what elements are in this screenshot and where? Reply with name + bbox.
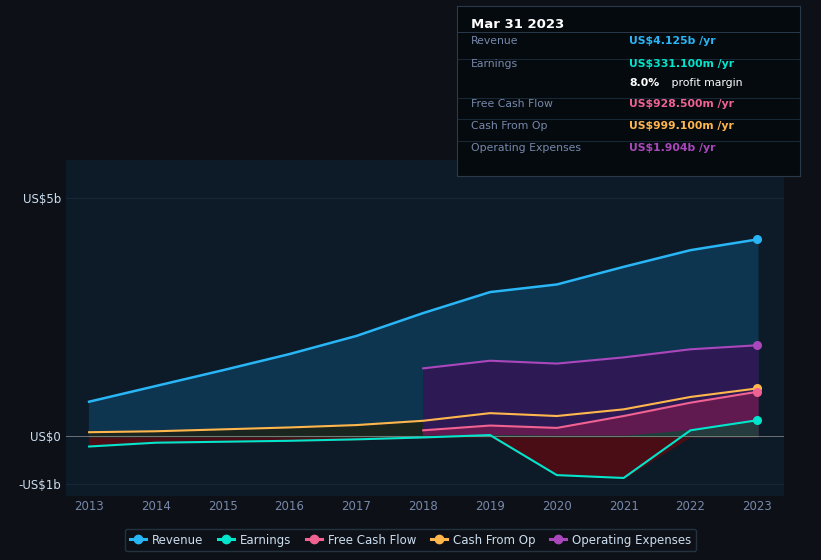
Text: US$999.100m /yr: US$999.100m /yr xyxy=(629,121,734,131)
Point xyxy=(750,388,764,396)
Text: profit margin: profit margin xyxy=(668,78,743,88)
Text: 8.0%: 8.0% xyxy=(629,78,659,88)
Legend: Revenue, Earnings, Free Cash Flow, Cash From Op, Operating Expenses: Revenue, Earnings, Free Cash Flow, Cash … xyxy=(125,529,696,551)
Point xyxy=(750,416,764,424)
Text: Mar 31 2023: Mar 31 2023 xyxy=(471,17,564,31)
Text: US$4.125b /yr: US$4.125b /yr xyxy=(629,36,716,46)
Point xyxy=(750,235,764,244)
Text: Cash From Op: Cash From Op xyxy=(471,121,548,131)
Text: Operating Expenses: Operating Expenses xyxy=(471,143,581,153)
Point xyxy=(750,341,764,350)
Text: US$331.100m /yr: US$331.100m /yr xyxy=(629,59,734,69)
Text: Earnings: Earnings xyxy=(471,59,518,69)
Text: US$1.904b /yr: US$1.904b /yr xyxy=(629,143,715,153)
Text: Revenue: Revenue xyxy=(471,36,519,46)
Text: Free Cash Flow: Free Cash Flow xyxy=(471,99,553,109)
Point xyxy=(750,384,764,393)
Text: US$928.500m /yr: US$928.500m /yr xyxy=(629,99,734,109)
